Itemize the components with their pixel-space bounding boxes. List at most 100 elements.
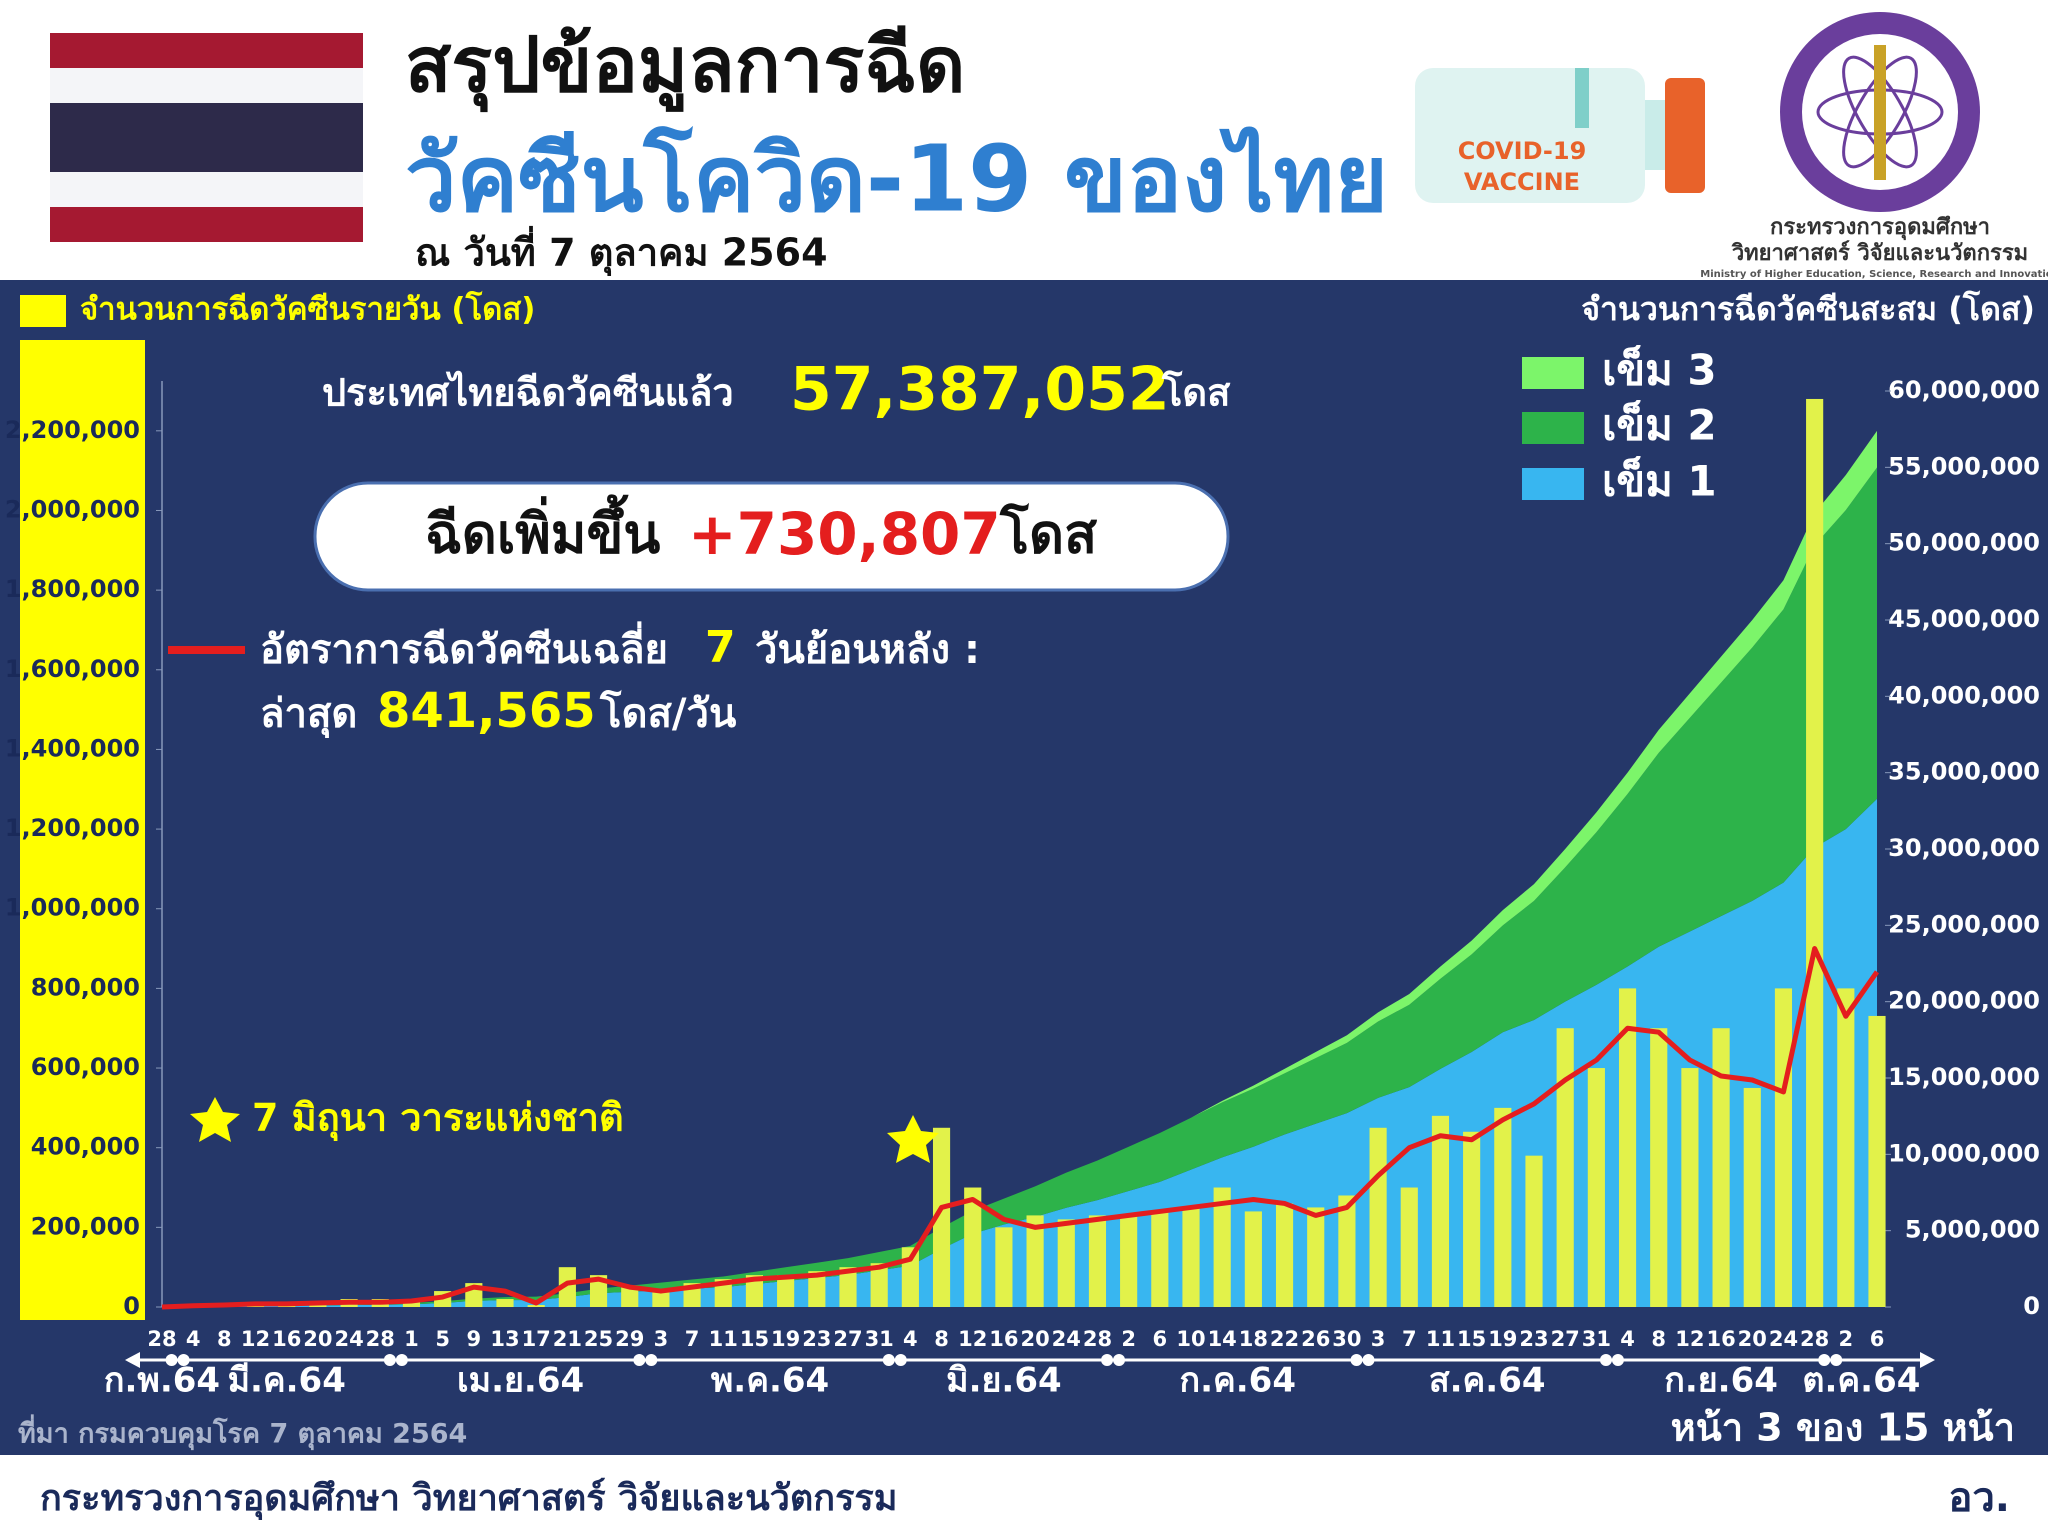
daily-bar [1618, 988, 1637, 1307]
legend-swatch [1522, 468, 1584, 500]
month-label: ก.ค.64 [1180, 1361, 1296, 1401]
y-tick-label: 0 [123, 1292, 140, 1320]
x-tick-label: 30 [1332, 1327, 1361, 1351]
avg-suffix: วันย้อนหลัง : [755, 627, 980, 673]
month-separator [645, 1354, 658, 1366]
daily-bar [1743, 1087, 1761, 1307]
daily-bar [839, 1267, 857, 1307]
x-tick-label: 11 [709, 1327, 738, 1351]
footer-ministry: กระทรวงการอุดมศึกษา วิทยาศาสตร์ วิจัยและ… [40, 1477, 897, 1521]
month-label: พ.ค.64 [711, 1361, 829, 1401]
daily-bar [1151, 1211, 1169, 1307]
month-label: มิ.ย.64 [946, 1361, 1061, 1401]
x-tick-label: 24 [334, 1327, 363, 1351]
daily-bar [995, 1227, 1013, 1307]
daily-bar [527, 1305, 545, 1307]
y2-tick-label: 15,000,000 [1888, 1063, 2040, 1091]
daily-bar [1837, 988, 1855, 1307]
title-line2: วัคซีนโควิด-19 ของไทย [405, 125, 1388, 232]
latest-value: 841,565 [377, 683, 596, 739]
x-tick-label: 22 [1270, 1327, 1299, 1351]
x-tick-label: 8 [1651, 1327, 1666, 1351]
daily-bar [1774, 988, 1793, 1307]
annotation: 7 มิถุนา วาระแห่งชาติ [252, 1096, 624, 1142]
x-tick-label: 29 [615, 1327, 644, 1351]
ministry-th: กระทรวงการอุดมศึกษา [1770, 215, 1990, 241]
daily-bar [1213, 1187, 1231, 1307]
x-tick-label: 8 [934, 1327, 949, 1351]
x-tick-label: 16 [989, 1327, 1018, 1351]
daily-bar [1026, 1215, 1044, 1307]
y-tick-label: 2,000,000 [5, 495, 140, 523]
x-tick-label: 10 [1176, 1327, 1205, 1351]
footer-abbr: อว. [1948, 1475, 2010, 1521]
legend-label: เข็ม 2 [1602, 400, 1717, 450]
x-tick-label: 24 [1769, 1327, 1798, 1351]
x-tick-label: 20 [1738, 1327, 1767, 1351]
total-unit: โดส [1161, 370, 1231, 415]
y2-tick-label: 55,000,000 [1888, 452, 2040, 480]
vaccine-text: VACCINE [1464, 168, 1580, 196]
x-tick-label: 3 [654, 1327, 669, 1351]
x-tick-label: 6 [1870, 1327, 1885, 1351]
daily-bar [1400, 1187, 1418, 1307]
month-separator [894, 1354, 907, 1366]
increase-box [313, 481, 1230, 592]
y-tick-label: 1,800,000 [5, 575, 140, 603]
x-tick-label: 28 [147, 1327, 176, 1351]
title-line1: สรุปข้อมูลการฉีด [405, 20, 965, 113]
y2-tick-label: 60,000,000 [1888, 376, 2040, 404]
page-number: หน้า 3 ของ 15 หน้า [1671, 1406, 2015, 1450]
y2-tick-label: 40,000,000 [1888, 681, 2040, 709]
y-tick-label: 400,000 [31, 1133, 140, 1161]
avg-prefix: อัตราการฉีดวัคซีนเฉลี่ย [260, 621, 668, 673]
daily-bar [1369, 1127, 1387, 1307]
x-tick-label: 25 [584, 1327, 613, 1351]
month-separator [383, 1354, 396, 1366]
month-separator [177, 1354, 190, 1366]
daily-bar [1494, 1107, 1512, 1307]
y-tick-label: 2,200,000 [5, 416, 140, 444]
daily-bar [589, 1275, 608, 1307]
y2-tick-label: 5,000,000 [1905, 1216, 2040, 1244]
x-tick-label: 31 [1582, 1327, 1611, 1351]
x-tick-label: 4 [186, 1327, 201, 1351]
daily-bar [1120, 1215, 1138, 1307]
month-separator [1113, 1354, 1126, 1366]
daily-bar [1650, 1028, 1668, 1307]
x-tick-label: 23 [1519, 1327, 1548, 1351]
x-tick-label: 23 [802, 1327, 831, 1351]
x-tick-label: 5 [435, 1327, 450, 1351]
axis-arrow [125, 1352, 140, 1368]
x-tick-label: 20 [303, 1327, 332, 1351]
x-tick-label: 16 [1706, 1327, 1735, 1351]
month-separator [395, 1354, 408, 1366]
y2-title: จำนวนการฉีดวัคซีนสะสม (โดส) [1581, 290, 2035, 328]
daily-bar [652, 1291, 670, 1307]
y2-tick-label: 50,000,000 [1888, 529, 2040, 557]
daily-bar [870, 1263, 888, 1307]
y2-tick-label: 45,000,000 [1888, 605, 2040, 633]
ministry-th: วิทยาศาสตร์ วิจัยและนวัตกรรม [1731, 240, 2028, 266]
x-tick-label: 19 [1488, 1327, 1517, 1351]
daily-bar [1556, 1028, 1574, 1307]
x-tick-label: 14 [1208, 1327, 1237, 1351]
x-tick-label: 6 [1153, 1327, 1168, 1351]
x-tick-label: 7 [1402, 1327, 1417, 1351]
x-tick-label: 4 [1620, 1327, 1635, 1351]
y2-tick-label: 35,000,000 [1888, 758, 2040, 786]
x-tick-label: 26 [1301, 1327, 1330, 1351]
x-tick-label: 15 [1457, 1327, 1486, 1351]
vaccine-icon: COVID-19 VACCINE [1415, 68, 1705, 203]
star-icon [190, 1097, 240, 1142]
daily-bar [496, 1299, 514, 1307]
x-tick-label: 27 [833, 1327, 862, 1351]
y2-tick-label: 10,000,000 [1888, 1139, 2040, 1167]
latest-unit: โดส/วัน [599, 690, 736, 737]
x-tick-label: 2 [1839, 1327, 1854, 1351]
ministry-logo [1780, 12, 1980, 212]
vaccine-text: COVID-19 [1458, 137, 1587, 165]
y2-tick-label: 30,000,000 [1888, 834, 2040, 862]
increase-value: +730,807 [688, 500, 1001, 568]
